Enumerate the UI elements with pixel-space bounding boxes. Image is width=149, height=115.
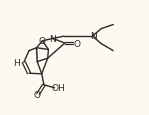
- Text: N: N: [49, 35, 56, 44]
- Text: OH: OH: [52, 83, 66, 92]
- Text: O: O: [73, 39, 80, 48]
- Text: N: N: [90, 32, 97, 41]
- Text: H: H: [13, 58, 20, 67]
- Text: O: O: [33, 90, 40, 99]
- Text: O: O: [39, 37, 46, 46]
